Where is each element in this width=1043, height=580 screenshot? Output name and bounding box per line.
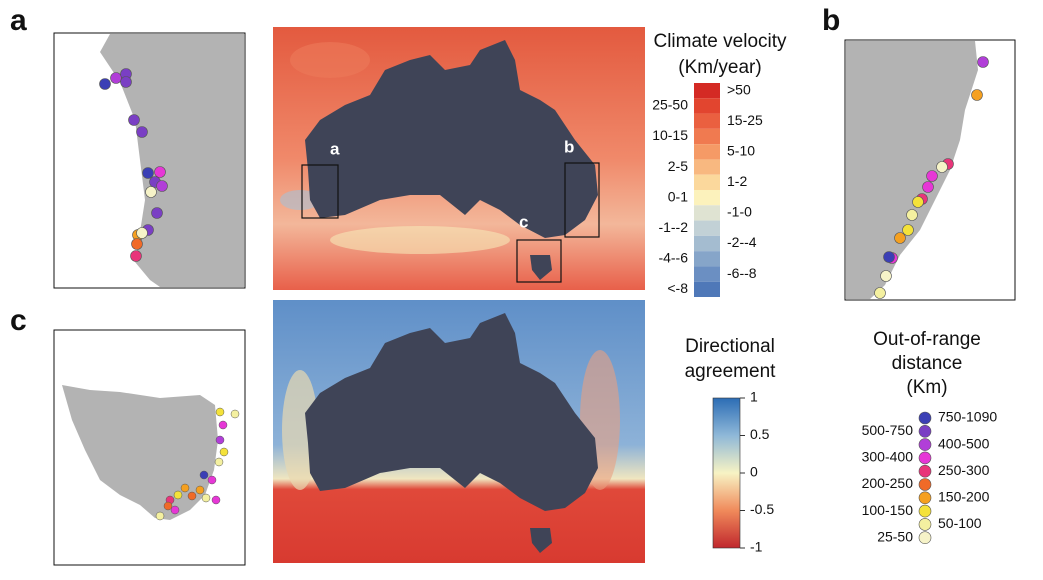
colorbar-tick-label: 0	[750, 464, 758, 480]
legend-label: 100-150	[862, 502, 914, 518]
legend-label: 300-400	[862, 449, 914, 465]
legend-marker	[918, 424, 932, 438]
legend-title: Climate velocity	[653, 31, 787, 52]
legend-title: distance	[892, 353, 963, 374]
legend-swatch	[694, 251, 720, 267]
legend-label: <-8	[667, 280, 688, 296]
legend-swatch	[694, 159, 720, 175]
legend-label: 25-50	[652, 97, 688, 113]
colorbar	[712, 397, 741, 549]
map-box-label: b	[564, 137, 574, 156]
legend-label: 750-1090	[938, 409, 997, 425]
legend-swatch	[694, 205, 720, 221]
map-box-label: a	[330, 139, 340, 158]
legend-label: 250-300	[938, 462, 990, 478]
legend-marker	[918, 491, 932, 505]
panel-label: c	[10, 304, 27, 337]
legend-title: (Km)	[906, 377, 947, 398]
legend-title: Directional	[685, 336, 775, 357]
legend-title: (Km/year)	[678, 57, 761, 78]
legend-marker	[918, 518, 932, 531]
colorbar-tick-label: -0.5	[750, 501, 774, 517]
legend-label: 1-2	[727, 173, 747, 189]
legend-label: 10-15	[652, 127, 688, 143]
legend-label: 2-5	[668, 158, 688, 174]
legend-label: 500-750	[862, 422, 914, 438]
legend-label: 25-50	[877, 528, 913, 544]
legend-label: 0-1	[668, 188, 688, 204]
legend-swatch	[694, 174, 720, 190]
legend-swatch	[694, 128, 720, 145]
legend-marker	[918, 451, 932, 465]
legend-swatch	[694, 113, 720, 129]
legend-label: 5-10	[727, 142, 755, 158]
map-boxes	[301, 162, 600, 283]
inset-c	[53, 329, 246, 566]
map-box-label: c	[519, 212, 528, 231]
legend-marker	[918, 438, 932, 451]
directional-agreement-map	[273, 300, 645, 563]
legend-label: -6--8	[727, 265, 757, 281]
legend-label: -1-0	[727, 204, 752, 220]
colorbar-tick-label: 0.5	[750, 426, 770, 442]
legend-marker	[918, 478, 932, 491]
legend-swatch	[694, 266, 720, 282]
panel-label: a	[10, 4, 27, 37]
legend-label: 400-500	[938, 435, 990, 451]
legend-label: 15-25	[727, 112, 763, 128]
climate-velocity-map	[273, 27, 645, 290]
colorbar-tick-label: 1	[750, 389, 758, 405]
legend-label: 200-250	[862, 475, 914, 491]
legend-marker	[918, 411, 932, 425]
legend-label: 50-100	[938, 515, 982, 531]
legend-swatch	[694, 98, 720, 114]
legend-marker	[918, 464, 932, 478]
legend-label: 150-200	[938, 489, 990, 505]
legend-swatch	[694, 83, 720, 99]
legend-marker	[918, 531, 932, 545]
legend-label: -4--6	[658, 249, 688, 265]
legend-title: Out-of-range	[873, 329, 981, 350]
legend-label: -1--2	[658, 219, 688, 235]
legend-label: -2--4	[727, 234, 757, 250]
panel-label: b	[822, 4, 840, 37]
legend-swatch	[694, 144, 720, 160]
legend-title: agreement	[685, 361, 777, 382]
legend-swatch	[694, 190, 720, 206]
legend-marker	[918, 504, 932, 518]
legend-swatch	[694, 235, 720, 252]
inset-b	[844, 39, 1016, 301]
legend-swatch	[694, 281, 720, 297]
colorbar-tick-label: -1	[750, 539, 763, 555]
inset-a	[53, 32, 246, 289]
legend-swatch	[694, 220, 720, 236]
legend-label: >50	[727, 81, 751, 97]
